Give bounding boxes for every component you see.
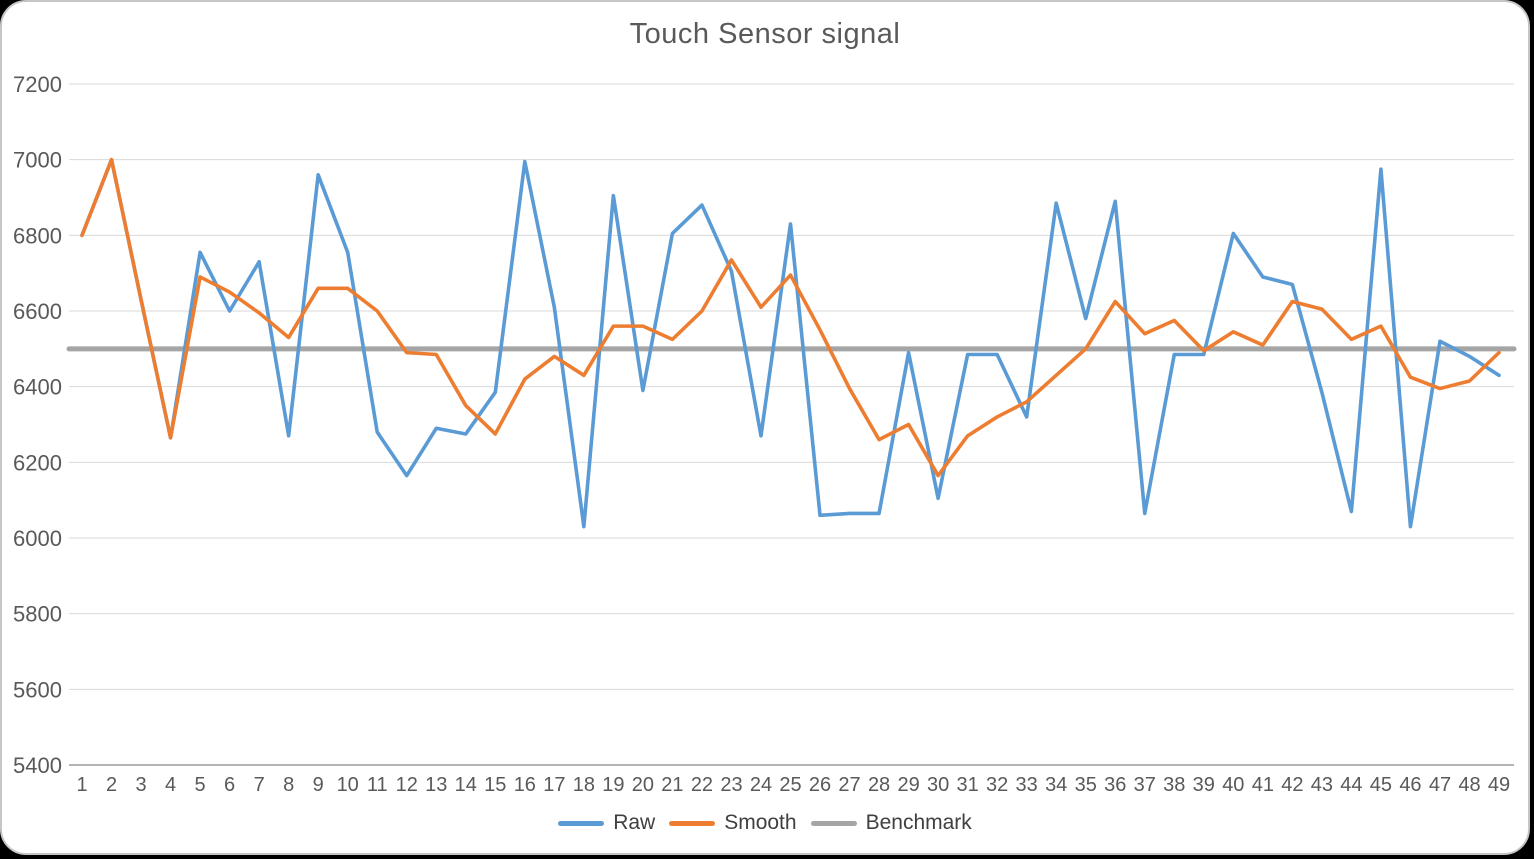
x-tick-label: 40 bbox=[1222, 774, 1244, 796]
x-tick-label: 5 bbox=[195, 774, 206, 796]
x-tick-label: 2 bbox=[106, 774, 117, 796]
x-tick-label: 12 bbox=[396, 774, 418, 796]
x-tick-label: 46 bbox=[1399, 774, 1421, 796]
y-tick-label: 6600 bbox=[13, 299, 62, 324]
chart-title: Touch Sensor signal bbox=[629, 18, 901, 50]
x-tick-label: 48 bbox=[1458, 774, 1480, 796]
chart-legend: Raw Smooth Benchmark bbox=[2, 811, 1528, 835]
legend-label-smooth: Smooth bbox=[724, 811, 797, 834]
x-tick-label: 47 bbox=[1429, 774, 1451, 796]
x-tick-label: 7 bbox=[254, 774, 265, 796]
x-tick-label: 30 bbox=[927, 774, 949, 796]
x-tick-label: 17 bbox=[543, 774, 565, 796]
series-line-smooth bbox=[80, 157, 1501, 478]
x-tick-label: 32 bbox=[986, 774, 1008, 796]
x-tick-label: 34 bbox=[1045, 774, 1067, 796]
y-tick-label: 6200 bbox=[13, 450, 62, 475]
y-tick-label: 7200 bbox=[13, 72, 62, 97]
legend-item-benchmark: Benchmark bbox=[810, 811, 972, 835]
series-line-raw bbox=[80, 157, 1501, 529]
x-tick-label: 10 bbox=[337, 774, 359, 796]
x-tick-label: 35 bbox=[1075, 774, 1097, 796]
x-tick-label: 25 bbox=[779, 774, 801, 796]
y-tick-label: 6400 bbox=[13, 375, 62, 400]
x-tick-label: 3 bbox=[135, 774, 146, 796]
x-tick-label: 41 bbox=[1252, 774, 1274, 796]
legend-swatch-raw bbox=[558, 820, 605, 826]
x-tick-label: 43 bbox=[1311, 774, 1333, 796]
x-tick-label: 20 bbox=[632, 774, 654, 796]
x-tick-label: 27 bbox=[838, 774, 860, 796]
x-axis-labels: 1 2 3 4 5 6 7 8 9 10 11 12 13 14 15 16 17 18 19 20 21 22 23 24 2… bbox=[76, 774, 1510, 796]
x-tick-label: 23 bbox=[720, 774, 742, 796]
legend-label-benchmark: Benchmark bbox=[865, 811, 972, 834]
x-tick-label: 22 bbox=[691, 774, 713, 796]
x-tick-label: 38 bbox=[1163, 774, 1185, 796]
legend-swatch-benchmark bbox=[810, 820, 857, 826]
legend-swatch-smooth bbox=[669, 820, 716, 826]
x-tick-label: 15 bbox=[484, 774, 506, 796]
x-tick-label: 14 bbox=[455, 774, 477, 796]
x-tick-label: 18 bbox=[573, 774, 595, 796]
x-tick-label: 36 bbox=[1104, 774, 1126, 796]
x-tick-label: 37 bbox=[1134, 774, 1156, 796]
y-tick-label: 7000 bbox=[13, 148, 62, 173]
y-tick-label: 5400 bbox=[13, 753, 62, 778]
x-tick-label: 44 bbox=[1340, 774, 1362, 796]
x-tick-label: 29 bbox=[897, 774, 919, 796]
x-tick-label: 8 bbox=[283, 774, 294, 796]
x-tick-label: 6 bbox=[224, 774, 235, 796]
y-tick-label: 6800 bbox=[13, 223, 62, 248]
y-tick-label: 5600 bbox=[13, 677, 62, 702]
y-axis-labels: 7200 7000 6800 6600 6400 6200 6000 5800 5600 5400 bbox=[13, 72, 62, 778]
x-tick-label: 26 bbox=[809, 774, 831, 796]
x-tick-label: 9 bbox=[313, 774, 324, 796]
x-tick-label: 19 bbox=[602, 774, 624, 796]
x-tick-label: 16 bbox=[514, 774, 536, 796]
y-tick-label: 5800 bbox=[13, 602, 62, 627]
x-tick-label: 42 bbox=[1281, 774, 1303, 796]
legend-item-smooth: Smooth bbox=[669, 811, 797, 835]
x-tick-label: 24 bbox=[750, 774, 772, 796]
x-tick-label: 11 bbox=[367, 774, 388, 796]
x-tick-label: 21 bbox=[661, 774, 683, 796]
legend-item-raw: Raw bbox=[558, 811, 655, 835]
x-tick-label: 31 bbox=[957, 774, 979, 796]
x-tick-label: 49 bbox=[1488, 774, 1510, 796]
x-tick-label: 4 bbox=[165, 774, 176, 796]
x-tick-label: 13 bbox=[425, 774, 447, 796]
x-tick-label: 45 bbox=[1370, 774, 1392, 796]
x-tick-label: 39 bbox=[1193, 774, 1215, 796]
legend-label-raw: Raw bbox=[613, 811, 656, 834]
x-tick-label: 33 bbox=[1016, 774, 1038, 796]
x-tick-label: 28 bbox=[868, 774, 890, 796]
x-tick-label: 1 bbox=[76, 774, 87, 796]
y-tick-label: 6000 bbox=[13, 526, 62, 551]
